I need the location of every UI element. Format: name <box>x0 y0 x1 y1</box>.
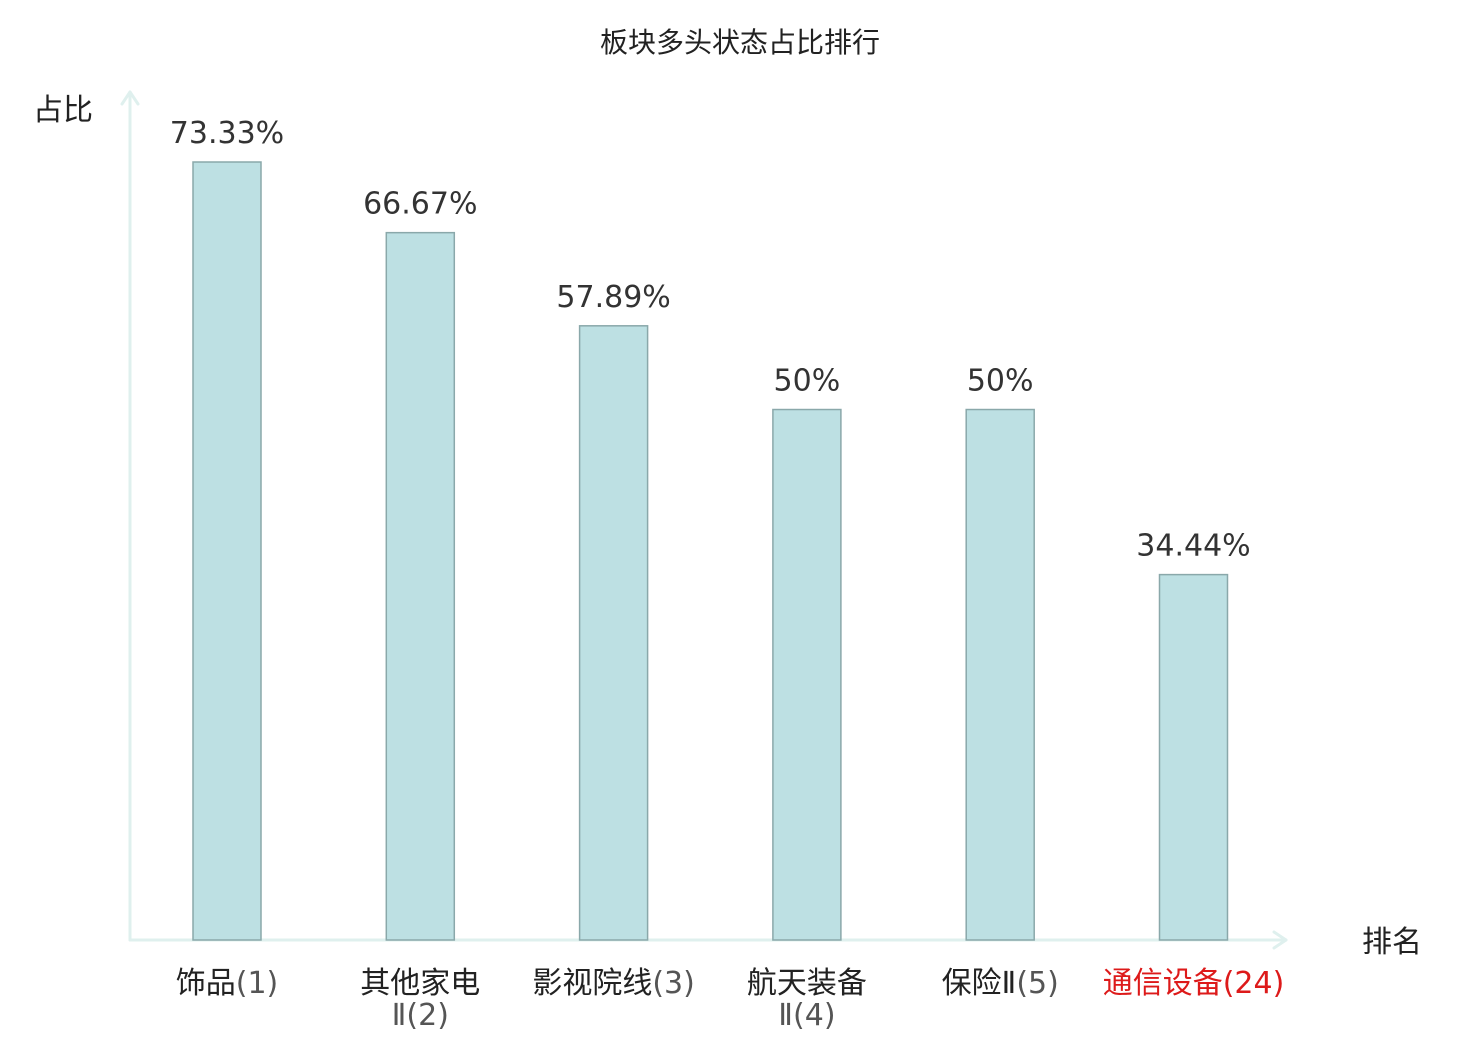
chart-title: 板块多头状态占比排行 <box>600 26 880 59</box>
value-label: 66.67% <box>363 187 477 222</box>
y-axis-label: 占比 <box>33 93 93 128</box>
value-label: 34.44% <box>1136 529 1250 564</box>
x-axis-label: 排名 <box>1362 925 1422 960</box>
category-label: 保险Ⅱ(5) <box>942 966 1059 1001</box>
category-label-highlighted: 通信设备(24) <box>1103 966 1285 1001</box>
value-label: 73.33% <box>170 116 284 151</box>
value-label: 50% <box>774 364 841 399</box>
category-label: 影视院线(3) <box>532 966 695 1001</box>
bar <box>1158 573 1229 941</box>
y-axis-arrow <box>120 90 140 106</box>
category-label: 其他家电 Ⅱ(2) <box>360 966 480 1033</box>
bar <box>965 408 1035 941</box>
bars <box>192 161 1229 941</box>
bar <box>772 408 842 941</box>
category-labels: 饰品(1) 其他家电 Ⅱ(2) 影视院线(3) 航天装备 Ⅱ(4) 保险Ⅱ(5) 通信设备(2… <box>176 966 1285 1033</box>
value-label: 57.89% <box>556 280 670 315</box>
bar <box>385 231 456 941</box>
value-labels: 73.33% 66.67% 57.89% 50% 50% 34.44% <box>170 116 1251 564</box>
value-label: 50% <box>967 364 1034 399</box>
category-label: 饰品(1) <box>176 966 279 1001</box>
axes <box>120 90 1288 950</box>
bar <box>578 325 649 941</box>
x-axis-arrow <box>1272 930 1288 950</box>
category-label: 航天装备 Ⅱ(4) <box>747 966 867 1033</box>
bar <box>192 161 262 941</box>
